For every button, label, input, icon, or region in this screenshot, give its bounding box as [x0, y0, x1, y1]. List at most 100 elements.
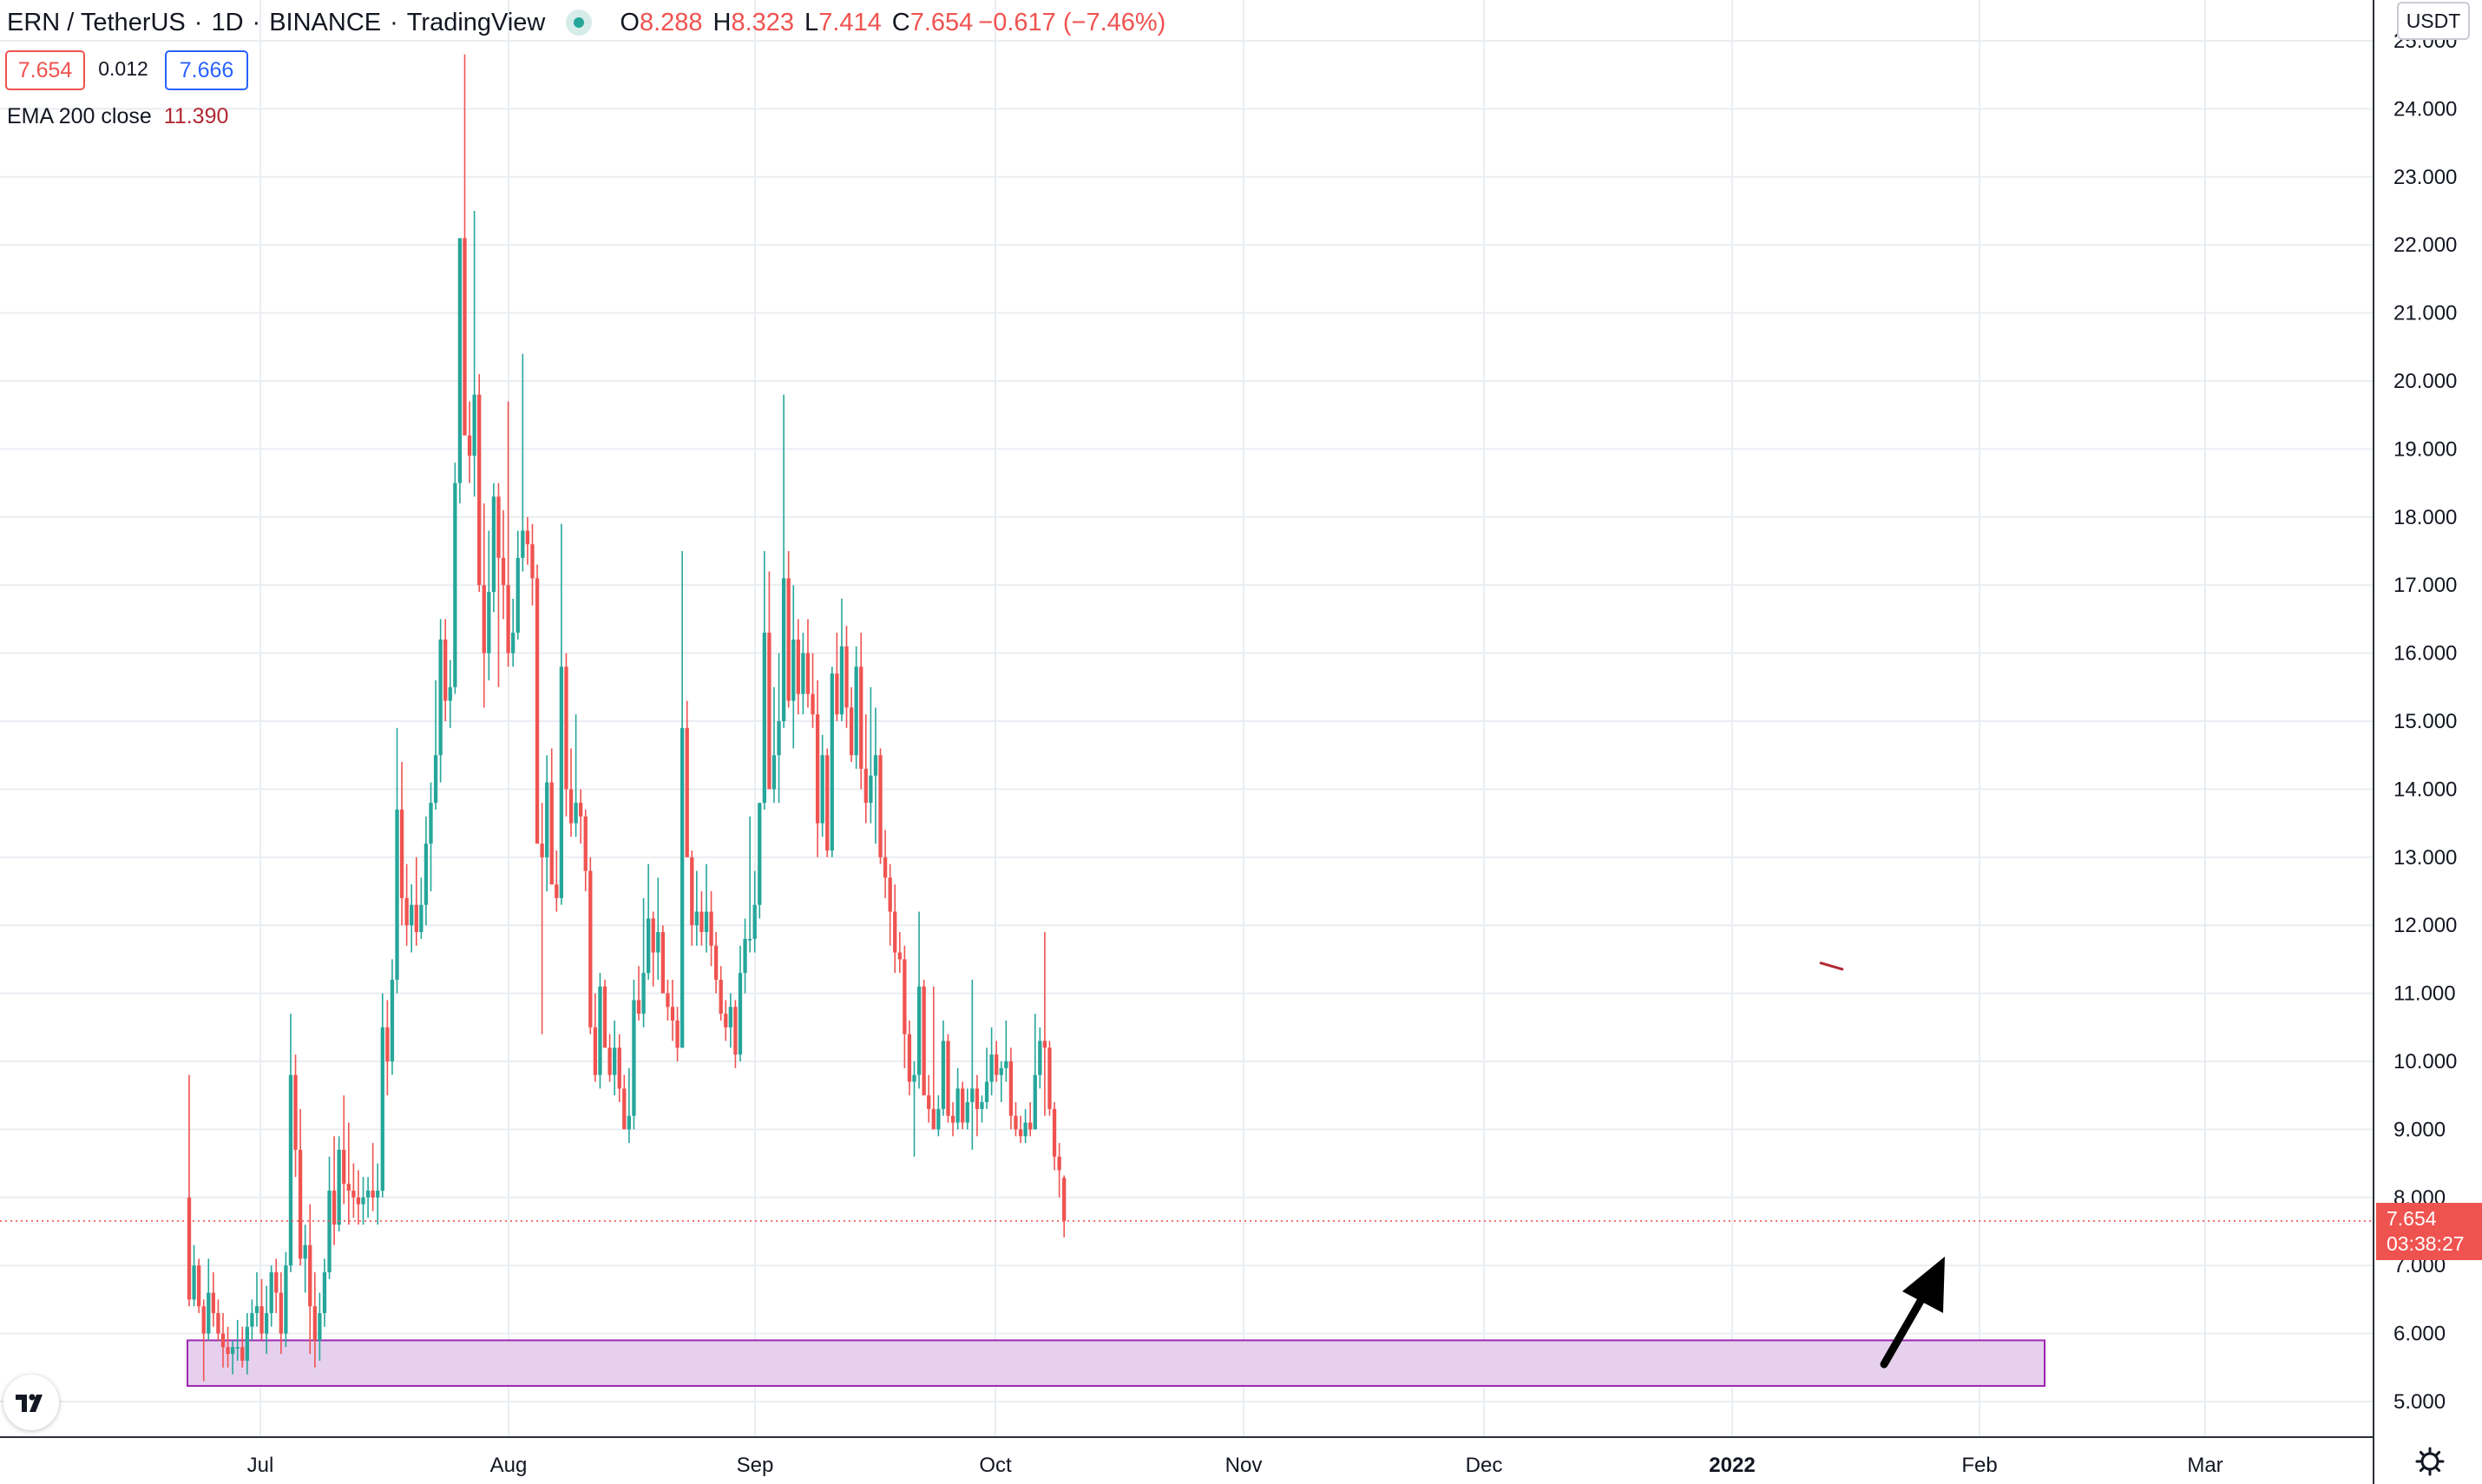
candle-body: [912, 1074, 916, 1082]
candle-body: [854, 666, 858, 756]
interval-label[interactable]: 1D: [211, 8, 244, 36]
buy-button[interactable]: 7.666: [165, 50, 248, 90]
candle-body: [385, 1027, 390, 1061]
candle-body: [598, 986, 602, 1075]
candle-body: [859, 666, 863, 769]
candle-body: [1062, 1178, 1067, 1221]
candle: [568, 748, 574, 837]
candle-body: [724, 1014, 728, 1028]
symbol-title[interactable]: ERN / TetherUS: [7, 8, 186, 36]
candle-body: [738, 973, 743, 1055]
candle-body: [356, 1197, 361, 1205]
candle: [946, 1034, 950, 1123]
tradingview-logo-icon[interactable]: [3, 1375, 59, 1430]
candle: [501, 509, 506, 620]
arrow-annotation-head: [1902, 1257, 1945, 1313]
candle-body: [1033, 1074, 1037, 1130]
candle: [312, 1272, 317, 1368]
candle-body: [482, 585, 486, 653]
currency-button[interactable]: USDT: [2397, 2, 2470, 40]
y-tick-label: 17.000: [2393, 574, 2457, 597]
candle: [443, 619, 448, 721]
candle: [322, 1258, 327, 1327]
candle: [515, 530, 520, 640]
open-value: 8.288: [639, 8, 703, 36]
candle-body: [743, 938, 747, 974]
source-label: TradingView: [406, 8, 546, 36]
ema-legend[interactable]: EMA 200 close 11.390: [7, 104, 228, 129]
settings-gear-icon[interactable]: [2413, 1444, 2447, 1479]
candle: [830, 666, 834, 857]
candle-body: [433, 755, 438, 804]
candle-body: [254, 1306, 259, 1314]
candle: [724, 1000, 728, 1041]
candle-body: [288, 1074, 293, 1266]
candle: [424, 816, 429, 926]
candle: [211, 1272, 215, 1327]
candle: [641, 897, 646, 1028]
candle: [579, 789, 583, 844]
candle-body: [922, 986, 926, 1096]
candle: [767, 571, 772, 790]
candle-body: [535, 578, 540, 844]
candle: [1004, 1020, 1008, 1082]
candle: [395, 727, 399, 994]
candle: [931, 986, 936, 1130]
candle-body: [429, 803, 433, 844]
candle: [549, 748, 554, 885]
candle: [927, 1074, 931, 1123]
candle: [511, 598, 515, 667]
candle-body: [863, 768, 868, 804]
candle-body: [849, 707, 854, 756]
x-tick-label: Oct: [979, 1454, 1012, 1477]
candle: [835, 633, 839, 721]
candle-body: [361, 1197, 365, 1205]
market-status-icon[interactable]: [566, 10, 593, 36]
candle: [970, 979, 975, 1150]
candle-body: [322, 1272, 327, 1314]
x-tick-label: 2022: [1709, 1454, 1755, 1477]
candle: [496, 483, 501, 687]
candle: [574, 714, 578, 837]
candle: [666, 979, 670, 1021]
close-value: 7.654: [909, 8, 974, 36]
sell-button[interactable]: 7.654: [5, 50, 85, 90]
candle-body: [521, 530, 525, 558]
candle-body: [825, 755, 830, 850]
candle-body: [927, 1095, 931, 1109]
candle-body: [989, 1054, 994, 1082]
candle: [250, 1299, 254, 1341]
candle: [463, 54, 467, 436]
candle-body: [666, 993, 670, 1008]
candle: [337, 1136, 341, 1231]
candle: [622, 1074, 627, 1130]
candle: [699, 891, 704, 946]
candle-body: [607, 1047, 612, 1075]
candle: [656, 877, 660, 980]
candle: [680, 551, 685, 1048]
candle: [690, 850, 694, 946]
y-tick-label: 14.000: [2393, 778, 2457, 801]
candle-body: [501, 557, 506, 586]
candle: [999, 1061, 1003, 1103]
time-axis: Jul Aug Sep Oct Nov Dec 2022 Feb Mar: [0, 1436, 2374, 1477]
candle-body: [303, 1244, 307, 1259]
candle: [269, 1265, 273, 1327]
candle-body: [888, 877, 892, 912]
candle: [995, 1041, 999, 1082]
candle: [491, 483, 496, 613]
candle-body: [815, 714, 820, 824]
candle: [525, 516, 530, 565]
candle-body: [545, 782, 549, 857]
candle: [235, 1319, 240, 1361]
ema-label: EMA 200 close: [7, 104, 152, 128]
candle-body: [201, 1306, 206, 1334]
candle-body: [946, 1041, 950, 1116]
candle-body: [579, 803, 583, 817]
candle-body: [733, 1007, 738, 1055]
candle: [192, 1244, 196, 1307]
candle: [694, 870, 699, 946]
candle-body: [496, 496, 501, 558]
candle-body: [627, 1115, 632, 1130]
